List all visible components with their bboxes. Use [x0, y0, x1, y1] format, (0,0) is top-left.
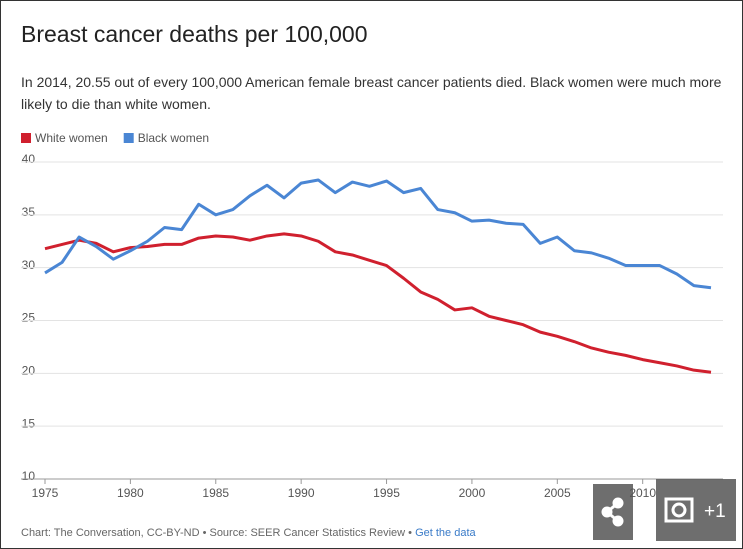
photo-button[interactable]	[656, 479, 736, 541]
legend-label: White women	[35, 131, 108, 145]
footer: Chart: The Conversation, CC-BY-ND • Sour…	[21, 527, 476, 539]
x-tick-label: 2000	[459, 486, 486, 500]
camera-icon	[664, 497, 694, 523]
source: Chart: The Conversation, CC-BY-ND • Sour…	[21, 527, 416, 539]
chart-subtitle: In 2014, 20.55 out of every 100,000 Amer…	[21, 74, 722, 112]
y-tick-label: 30	[22, 258, 36, 272]
x-tick-label: 2005	[544, 486, 571, 500]
share-button[interactable]	[593, 484, 633, 540]
y-tick-label: 25	[22, 311, 36, 325]
x-tick-label: 1980	[117, 486, 144, 500]
photo-count: +1	[704, 501, 726, 522]
y-tick-label: 10	[22, 469, 36, 483]
y-tick-label: 20	[22, 364, 36, 378]
x-tick-label: 2010	[629, 486, 656, 500]
x-tick-label: 1985	[202, 486, 229, 500]
legend-swatch	[21, 133, 31, 143]
data-line	[44, 232, 712, 374]
share-icon	[601, 497, 624, 527]
chart-title: Breast cancer deaths per 100,000	[21, 21, 368, 47]
legend-label: Black women	[138, 131, 209, 145]
x-tick-label: 1990	[288, 486, 315, 500]
data-link[interactable]: Get the data	[415, 527, 476, 539]
x-tick-label: 1975	[32, 486, 59, 500]
y-tick-label: 35	[22, 205, 36, 219]
y-tick-label: 15	[22, 416, 36, 430]
y-tick-label: 40	[22, 152, 36, 166]
legend-swatch	[123, 133, 134, 143]
data-line	[44, 178, 712, 290]
x-tick-label: 1995	[373, 486, 400, 500]
